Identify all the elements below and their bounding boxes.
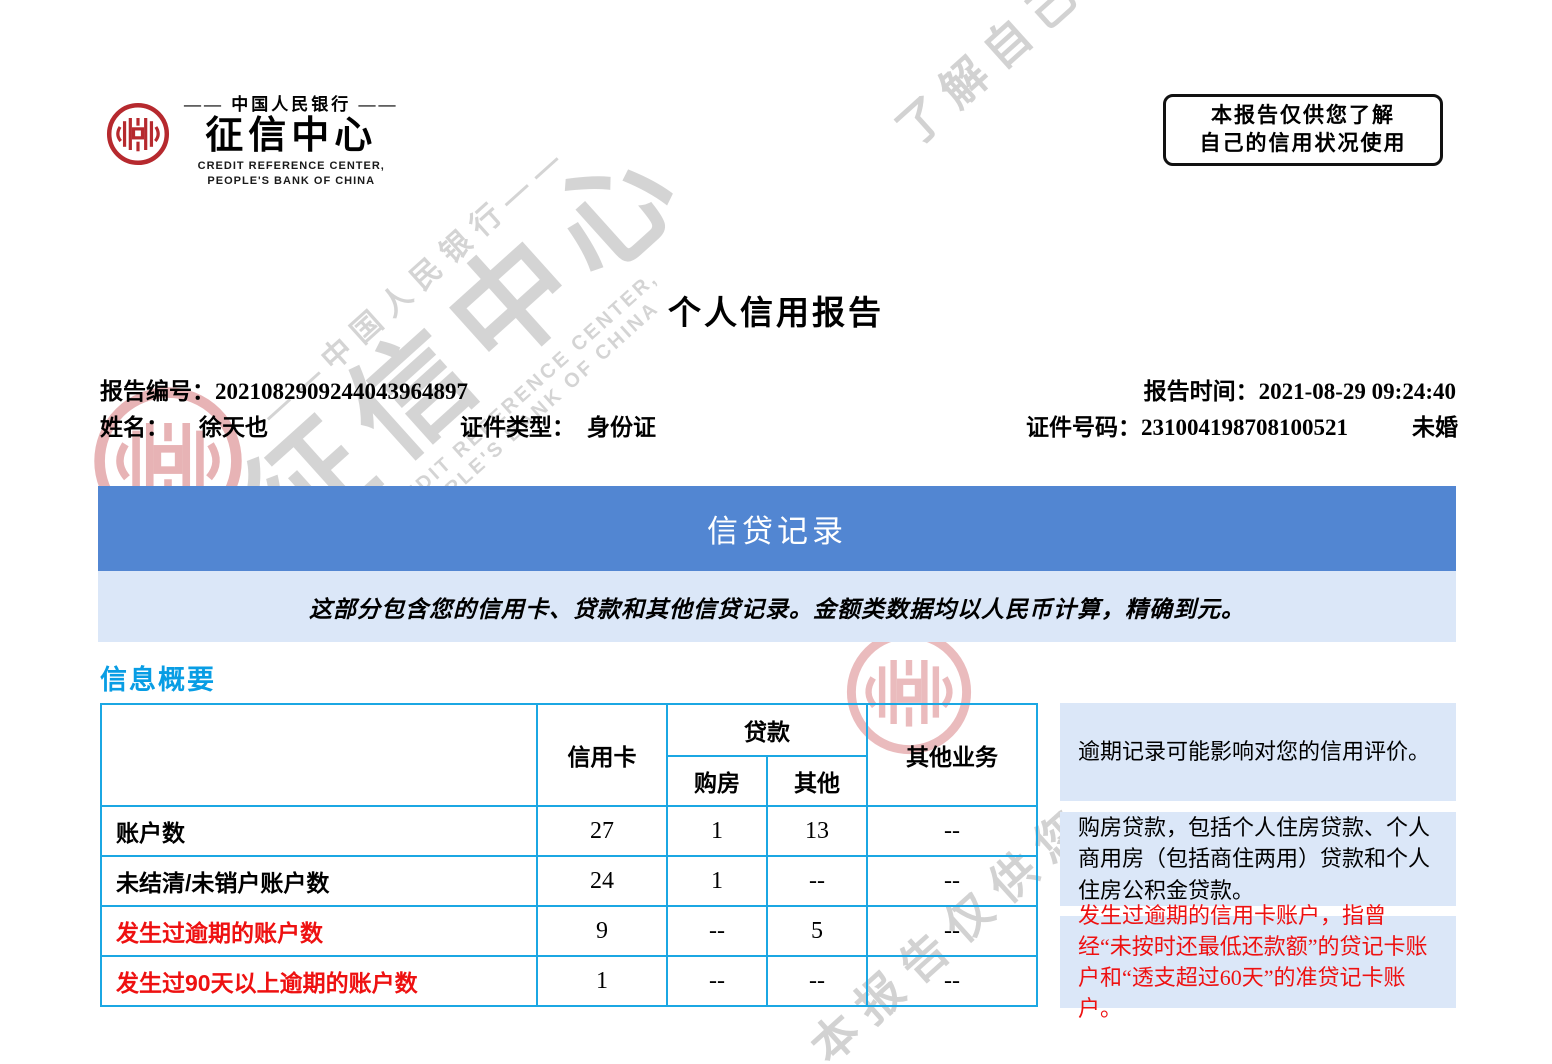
- report-number-label: 报告编号：: [100, 378, 215, 404]
- table-header-row-2: 购房 其他: [101, 755, 1037, 807]
- report-number-value: 2021082909244043964897: [215, 379, 468, 404]
- side-note-overdue-card-definition: 发生过逾期的信用卡账户，指曾经“未按时还最低还款额”的贷记卡账户和“透支超过60…: [1060, 903, 1456, 1021]
- report-time-line: 报告时间：2021-08-29 09:24:40: [1144, 372, 1456, 406]
- cell-other-business: --: [866, 855, 1038, 907]
- id-number-value: 231004198708100521: [1141, 415, 1348, 440]
- logo-bank-name: —— 中国人民银行 ——: [184, 95, 399, 114]
- id-number-label: 证件号码：: [1026, 414, 1141, 440]
- name-value: 徐天也: [199, 414, 268, 440]
- id-type-label: 证件类型：: [460, 414, 575, 440]
- side-note-text: 逾期记录可能影响对您的信用评价。: [1078, 739, 1431, 765]
- cell-loan-house: --: [666, 905, 768, 957]
- table-row-overdue-accounts: 发生过逾期的账户数 9 -- 5 --: [100, 905, 1038, 957]
- side-note-overdue-impact: 逾期记录可能影响对您的信用评价。: [1060, 703, 1456, 801]
- header-credit-card: 信用卡: [536, 703, 668, 807]
- table-row-open-accounts: 未结清/未销户账户数 24 1 -- --: [100, 855, 1038, 907]
- header-empty-cell: [100, 703, 538, 807]
- logo-center-name: 征信中心: [205, 115, 378, 157]
- section-banner-credit-records: 信贷记录: [98, 486, 1456, 571]
- cell-loan-other: 13: [766, 805, 868, 857]
- row-label: 账户数: [100, 805, 538, 857]
- cell-loan-other: --: [766, 855, 868, 907]
- cell-credit-card: 27: [536, 805, 668, 857]
- row-label: 发生过逾期的账户数: [100, 905, 538, 957]
- cell-loan-other: 5: [766, 905, 868, 957]
- report-number-line: 报告编号：2021082909244043964897: [100, 372, 468, 406]
- id-type-value: 身份证: [587, 414, 656, 440]
- id-type-line: 证件类型： 身份证: [460, 408, 656, 442]
- cell-other-business: --: [866, 905, 1038, 957]
- section-description: 这部分包含您的信用卡、贷款和其他信贷记录。金额类数据均以人民币计算，精确到元。: [98, 571, 1456, 642]
- summary-table: 信用卡 贷款 其他业务 购房 其他 账户数 27 1 13 -- 未结清/未销户…: [100, 703, 1038, 1007]
- usage-notice-box: 本报告仅供您了解 自己的信用状况使用: [1163, 94, 1443, 166]
- cell-credit-card: 1: [536, 955, 668, 1007]
- marital-status: 未婚: [1412, 414, 1458, 440]
- cell-other-business: --: [866, 955, 1038, 1007]
- header-loan-other: 其他: [766, 755, 868, 807]
- id-number-line: 证件号码：231004198708100521 未婚: [1026, 408, 1458, 442]
- crc-logo-text: —— 中国人民银行 —— 征信中心 CREDIT REFERENCE CENTE…: [184, 90, 399, 188]
- crc-logo: —— 中国人民银行 —— 征信中心 CREDIT REFERENCE CENTE…: [106, 90, 399, 188]
- cell-credit-card: 24: [536, 855, 668, 907]
- usage-notice-line2: 自己的信用状况使用: [1199, 131, 1407, 155]
- usage-notice-line1: 本报告仅供您了解: [1211, 104, 1395, 127]
- summary-heading: 信息概要: [100, 665, 216, 695]
- cell-other-business: --: [866, 805, 1038, 857]
- header-loan-house: 购房: [666, 755, 768, 807]
- header-other-business: 其他业务: [866, 703, 1038, 807]
- side-note-text: 购房贷款，包括个人住房贷款、个人商用房（包括商住两用）贷款和个人住房公积金贷款。: [1078, 815, 1431, 903]
- table-header-row-1: 信用卡 贷款 其他业务: [100, 703, 1038, 807]
- name-line: 姓名： 徐天也: [100, 408, 268, 442]
- header-loan-group: 贷款: [666, 703, 868, 757]
- side-note-text: 发生过逾期的信用卡账户，指曾经“未按时还最低还款额”的贷记卡账户和“透支超过60…: [1078, 902, 1428, 1022]
- table-row-accounts: 账户数 27 1 13 --: [100, 805, 1038, 857]
- logo-english-line2: PEOPLE'S BANK OF CHINA: [207, 174, 376, 187]
- name-label: 姓名：: [100, 414, 169, 440]
- cell-loan-house: --: [666, 955, 768, 1007]
- pboc-seal-icon: [106, 102, 170, 166]
- cell-loan-other: --: [766, 955, 868, 1007]
- row-label: 发生过90天以上逾期的账户数: [100, 955, 538, 1007]
- side-note-house-loan-definition: 购房贷款，包括个人住房贷款、个人商用房（包括商住两用）贷款和个人住房公积金贷款。: [1060, 812, 1456, 906]
- table-row-overdue-90days-accounts: 发生过90天以上逾期的账户数 1 -- -- --: [100, 955, 1038, 1007]
- cell-loan-house: 1: [666, 855, 768, 907]
- report-time-value: 2021-08-29 09:24:40: [1258, 379, 1456, 404]
- row-label: 未结清/未销户账户数: [100, 855, 538, 907]
- cell-credit-card: 9: [536, 905, 668, 957]
- report-time-label: 报告时间：: [1143, 378, 1259, 404]
- page-title: 个人信用报告: [668, 294, 884, 331]
- logo-english-line1: CREDIT REFERENCE CENTER,: [197, 159, 385, 172]
- cell-loan-house: 1: [666, 805, 768, 857]
